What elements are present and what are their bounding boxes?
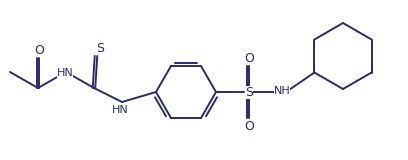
Text: NH: NH — [274, 86, 290, 96]
Text: O: O — [244, 120, 254, 132]
Text: O: O — [34, 44, 44, 56]
Text: S: S — [245, 85, 253, 99]
Text: O: O — [244, 52, 254, 64]
Text: HN: HN — [112, 105, 129, 115]
Text: HN: HN — [57, 68, 73, 78]
Text: S: S — [96, 41, 104, 55]
